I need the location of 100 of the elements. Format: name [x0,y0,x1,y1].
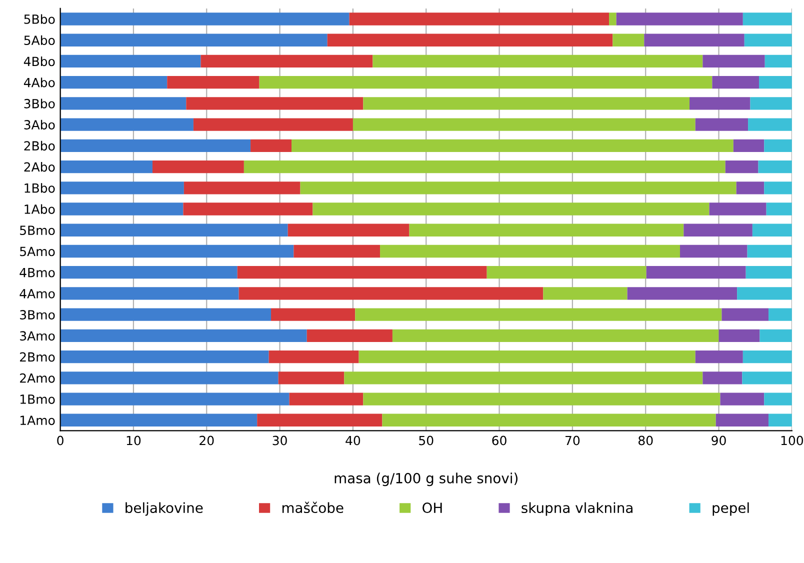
bar [200,54,373,68]
y-tick-label: 1Amo [20,416,55,426]
y-tick-label: 1Abo [24,204,55,214]
bar [543,287,628,300]
bar [60,160,152,174]
bar [183,202,313,216]
bar [327,34,613,46]
bar [766,202,792,216]
bar [259,76,712,89]
bar [60,97,186,110]
x-tick-label: 50 [419,436,434,446]
y-tick-label: 2Bbo [24,140,55,151]
x-tick-label: 20 [200,436,214,446]
x-axis-title: masa (g/100 g suhe snovi) [334,472,518,486]
bar [355,308,722,321]
x-tick-label: 100 [781,436,804,446]
bar [271,308,356,321]
y-tick-label: 1Bmo [20,394,55,404]
bar [486,266,646,279]
bar [750,97,792,110]
y-tick-label: 3Abo [24,120,55,130]
bar [718,329,760,342]
y-tick-label: 3Bmo [20,310,55,320]
x-tick-label: 60 [492,436,506,446]
bar [709,202,766,216]
bar [609,12,616,26]
bar [684,224,752,236]
bar [358,350,696,364]
bar [764,139,792,152]
bar [409,224,684,236]
y-tick-label: 2Amo [20,373,55,383]
bar [184,182,300,194]
bar [60,139,251,152]
y-tick-label: 4Abo [24,78,55,88]
bar [744,34,792,46]
legend-label: beljakovine [126,502,203,516]
bar [238,287,544,300]
bar [186,97,364,110]
bar [257,414,382,426]
x-tick-label: 40 [346,436,360,446]
legend-label: pepel [712,502,749,516]
bar [60,308,272,321]
bar [747,244,792,258]
bar [349,12,610,26]
y-tick-label: 4Bmo [20,268,55,278]
bar [268,350,359,364]
bar [382,414,716,426]
bar [372,54,703,68]
bar [764,182,792,194]
bar [344,372,703,384]
y-tick-label: 4Bbo [24,56,55,66]
bar [392,329,719,342]
bar [612,34,644,46]
bar [193,118,353,131]
bar [764,392,792,406]
bar [60,76,168,89]
bar [60,244,294,258]
bar [60,34,328,46]
legend-label: skupna vlaknina [522,502,632,516]
bar [646,266,746,279]
y-tick-label: 1Bbo [24,183,55,193]
bar [716,414,769,426]
bar [746,266,792,279]
bar [278,372,344,384]
x-tick-label: 90 [712,436,726,446]
bar [695,118,748,131]
y-tick-label: 3Bbo [24,98,55,108]
bar [306,329,392,342]
bar [292,139,734,152]
bar [312,202,710,216]
bar [742,350,792,364]
bar [244,160,726,174]
bar [712,76,760,89]
bar [60,414,258,426]
bar [748,118,792,131]
bar [60,372,278,384]
bar [60,224,288,236]
bar [768,414,792,426]
bar [289,392,364,406]
bar [736,182,764,194]
x-tick-label: 30 [272,436,287,446]
bar [363,392,720,406]
bar [300,182,736,194]
bar [60,118,194,131]
bar [60,287,239,300]
bar [616,12,743,26]
bar [742,12,792,26]
bar [60,329,307,342]
y-tick-label: 4Amo [20,289,55,298]
bar [60,350,269,364]
legend-label: maščobe [282,502,344,514]
bar [725,160,758,174]
bar [294,244,380,258]
y-tick-label: 5Bmo [20,226,55,236]
bar [288,224,410,236]
bar [760,329,792,342]
bar [702,54,765,68]
bar [237,266,487,279]
bar [742,372,792,384]
bar [737,287,792,300]
